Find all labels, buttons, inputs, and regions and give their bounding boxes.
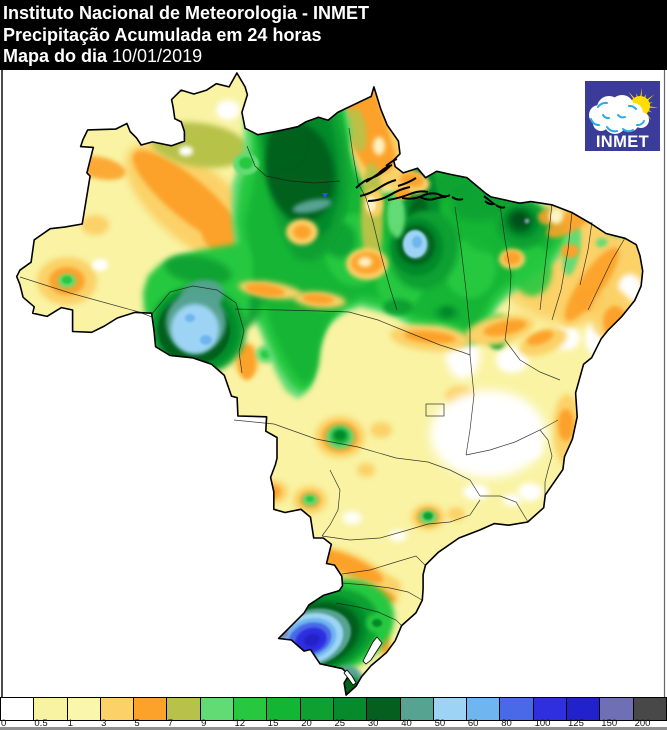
svg-text:INMET: INMET	[596, 133, 649, 151]
